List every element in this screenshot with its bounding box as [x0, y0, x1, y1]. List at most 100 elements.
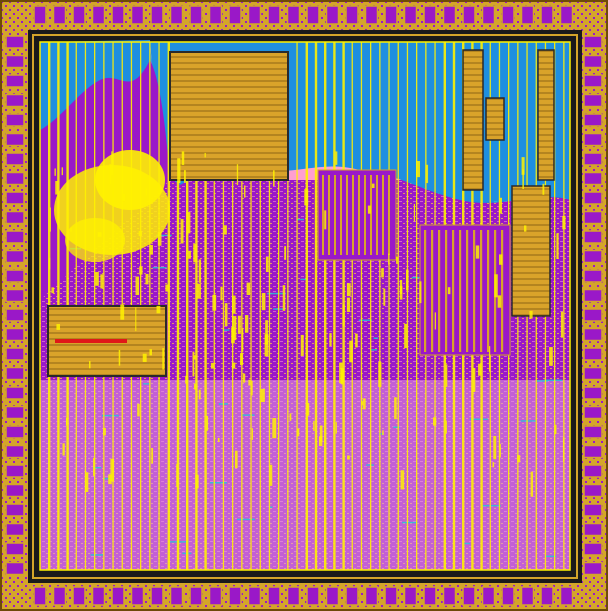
- routing-segment: [246, 282, 251, 295]
- io-pad-icon: [5, 113, 25, 127]
- io-pads: [5, 5, 603, 606]
- bitline: [452, 230, 455, 352]
- cyan-trace: [101, 414, 119, 417]
- bitline: [459, 230, 462, 352]
- io-pad-icon: [5, 444, 25, 459]
- routing-segment: [562, 437, 565, 462]
- routing-segment: [212, 294, 217, 311]
- routing-segment: [425, 164, 429, 184]
- bitline: [382, 175, 384, 255]
- cyan-trace: [545, 555, 557, 558]
- macro-column-right: [462, 49, 555, 317]
- routing-segment: [198, 389, 201, 400]
- io-pad-icon: [169, 5, 184, 25]
- bitline: [322, 175, 324, 255]
- routing-segment: [122, 194, 126, 202]
- io-pad-icon: [33, 5, 47, 25]
- routing-segment: [195, 474, 199, 489]
- routing-segment: [261, 293, 266, 311]
- routing-segment: [118, 349, 121, 366]
- io-pad-icon: [345, 586, 359, 606]
- routing-segment: [416, 161, 420, 178]
- routing-segment: [396, 256, 398, 264]
- routing-segment: [347, 455, 350, 460]
- routing-segment: [529, 310, 533, 319]
- routing-segment: [362, 398, 366, 410]
- power-rail: [360, 42, 363, 570]
- io-pad-icon: [208, 586, 223, 606]
- power-rail: [278, 180, 280, 570]
- power-rail: [176, 180, 180, 570]
- io-pad-icon: [228, 586, 242, 606]
- bitline: [431, 230, 434, 352]
- routing-segment: [149, 349, 152, 356]
- routing-segment: [341, 368, 344, 385]
- routing-segment: [335, 151, 338, 165]
- routing-segment: [204, 152, 206, 158]
- io-pad-icon: [583, 542, 603, 556]
- routing-segment: [139, 266, 143, 275]
- memory-macro-left: [47, 305, 167, 377]
- routing-segment: [445, 364, 448, 387]
- io-pad-icon: [583, 210, 603, 225]
- routing-segment: [180, 219, 184, 244]
- routing-segment: [97, 232, 102, 237]
- routing-segment: [231, 362, 236, 369]
- io-pad-icon: [520, 5, 535, 25]
- io-pad-icon: [423, 586, 437, 606]
- power-rail: [379, 42, 381, 570]
- bitline: [376, 175, 378, 255]
- routing-segment: [289, 413, 292, 421]
- io-pad-icon: [583, 171, 603, 186]
- io-pad-icon: [5, 464, 25, 478]
- routing-segment: [162, 348, 165, 370]
- routing-segment: [383, 288, 386, 306]
- io-pad-icon: [5, 386, 25, 400]
- io-pad-icon: [111, 586, 125, 606]
- routing-segment: [237, 315, 241, 334]
- routing-segment: [54, 168, 56, 176]
- io-pad-icon: [583, 54, 603, 69]
- bitline: [364, 175, 366, 255]
- routing-segment: [284, 246, 287, 260]
- routing-segment: [135, 276, 140, 296]
- io-pad-icon: [306, 5, 320, 25]
- routing-segment: [493, 436, 497, 460]
- io-pad-icon: [267, 5, 281, 25]
- power-rail: [222, 180, 225, 570]
- io-pad-icon: [540, 586, 554, 606]
- routing-segment: [324, 210, 327, 230]
- cyan-trace: [236, 518, 255, 521]
- power-rail: [259, 180, 261, 570]
- routing-segment: [419, 281, 422, 304]
- routing-segment: [49, 207, 51, 232]
- routing-segment: [269, 464, 273, 486]
- cyan-trace: [543, 379, 563, 382]
- routing-segment: [400, 470, 405, 490]
- routing-segment: [475, 245, 480, 259]
- routing-segment: [187, 212, 191, 234]
- routing-segment: [499, 254, 503, 265]
- io-pad-icon: [583, 249, 603, 264]
- routing-segment: [142, 353, 147, 362]
- core-boundary: [39, 41, 571, 571]
- routing-segment: [241, 328, 244, 352]
- cyan-trace: [209, 481, 227, 484]
- routing-segment: [177, 158, 181, 184]
- io-pad-icon: [5, 308, 25, 322]
- io-pad-icon: [501, 586, 515, 606]
- io-pad-icon: [583, 93, 603, 108]
- routing-segment: [187, 216, 189, 235]
- cyan-trace: [469, 418, 488, 421]
- routing-segment: [381, 268, 384, 278]
- routing-segment: [224, 303, 228, 327]
- routing-segment: [497, 295, 502, 308]
- io-pad-icon: [583, 35, 603, 49]
- power-rail: [296, 42, 298, 570]
- io-pad-icon: [150, 5, 164, 25]
- power-rail: [333, 42, 336, 570]
- routing-segment: [367, 205, 371, 214]
- io-pad-icon: [5, 152, 25, 166]
- routing-segment: [339, 362, 343, 384]
